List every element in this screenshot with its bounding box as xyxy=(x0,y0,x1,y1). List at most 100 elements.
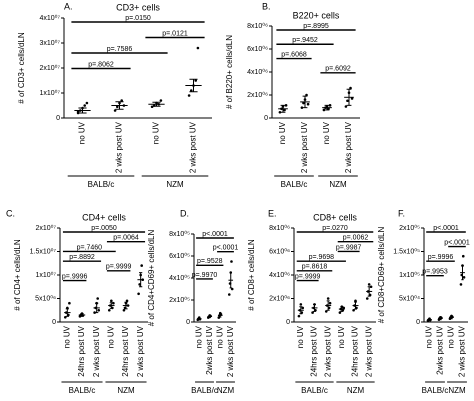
y-tick-label: 1.5x10⁰⁵ xyxy=(393,247,420,255)
x-tick-label: 24hrs post UV xyxy=(121,325,130,376)
data-point xyxy=(85,101,89,105)
group-label: BALB/c xyxy=(69,386,96,395)
panel-title: CD4+ cells xyxy=(82,212,126,222)
y-tick-label: 2x10⁰⁷ xyxy=(35,224,56,232)
comparison-label: p=.0064 xyxy=(113,235,139,242)
comparison-label: p<.0001 xyxy=(433,225,459,232)
comparison-label: p=.7460 xyxy=(77,244,103,251)
y-tick-label: 0 xyxy=(264,115,268,122)
x-tick-label: 2 wks post UV xyxy=(344,121,353,173)
x-tick-label: 2 wks post UV xyxy=(92,325,101,377)
y-axis-label: # of CD8+ cells/dLN xyxy=(247,239,256,311)
comparison-label: p=.9970 xyxy=(192,272,218,279)
x-tick-label: 2 wks post UV xyxy=(300,121,309,173)
data-point xyxy=(113,109,117,112)
data-point xyxy=(230,260,233,263)
x-tick-label: 2wks post UV xyxy=(205,325,214,375)
y-tick-label: 5x10⁰⁴ xyxy=(399,294,420,302)
data-point xyxy=(462,276,466,279)
x-tick-label: 2 wks post UV xyxy=(458,325,467,377)
panel-letter: F. xyxy=(398,208,405,218)
y-tick-label: 6x10⁰⁶ xyxy=(269,247,290,255)
comparison-label: p=.0121 xyxy=(162,30,188,37)
group-label: BALB/c xyxy=(422,386,449,395)
x-tick-label: no UV xyxy=(278,121,287,144)
x-tick-label: 2 wks post UV xyxy=(323,325,332,377)
x-tick-label: 2 wks post UV xyxy=(115,121,124,173)
y-tick-label: 8x10⁰⁶ xyxy=(247,22,268,30)
data-point xyxy=(367,283,371,286)
data-point xyxy=(120,99,123,102)
y-tick-label: 0 xyxy=(286,319,290,326)
group-label: BALB/c xyxy=(191,386,218,395)
data-point xyxy=(346,99,349,103)
comparison-label: p=.6068 xyxy=(281,51,307,58)
data-point xyxy=(369,285,373,289)
group-label: BALB/c xyxy=(301,386,328,395)
x-tick-label: 24hrs post UV xyxy=(77,325,86,376)
x-tick-label: 24hrs post UV xyxy=(310,325,319,376)
data-point xyxy=(354,299,357,303)
panel-title: CD3+ cells xyxy=(116,2,160,12)
data-point xyxy=(125,299,129,303)
x-tick-label: 2 wks post UV xyxy=(136,325,145,377)
x-tick-label: 2 wks post UV xyxy=(189,121,198,173)
comparison-label: p=.0270 xyxy=(322,225,348,232)
x-tick-label: 2 wks post UV xyxy=(226,325,235,377)
y-tick-label: 6x10⁰⁶ xyxy=(247,45,268,53)
data-point xyxy=(299,303,303,306)
y-tick-label: 0 xyxy=(56,115,60,122)
data-point xyxy=(83,104,86,107)
data-point xyxy=(365,297,369,300)
data-point xyxy=(278,110,282,114)
x-tick-label: no UV xyxy=(194,325,203,348)
y-axis-label: # of CD4+ cells/dLN xyxy=(13,239,22,311)
x-tick-label: no UV xyxy=(447,325,456,348)
x-tick-label: no UV xyxy=(78,121,87,144)
x-tick-label: 24hrs post UV xyxy=(351,325,360,376)
comparison-label: p=.9999 xyxy=(295,273,321,280)
data-point xyxy=(107,308,111,312)
data-point xyxy=(122,308,126,312)
y-axis-label: # of B220+ cells/dLN xyxy=(225,35,234,109)
data-point xyxy=(194,79,197,82)
comparison-label: p<.0001 xyxy=(444,239,470,246)
data-point xyxy=(97,308,101,312)
data-point xyxy=(342,306,346,310)
data-point xyxy=(349,86,352,90)
group-label: NZM xyxy=(166,180,184,189)
data-point xyxy=(190,89,193,92)
data-point xyxy=(187,94,191,97)
comparison-label: p=.0050 xyxy=(91,225,117,232)
y-axis-label: # of CD4+CD69+ cells/dLN xyxy=(147,230,156,327)
comparison-label: p<.0001 xyxy=(213,244,239,251)
y-tick-label: 1x10⁰⁷ xyxy=(39,89,60,97)
y-tick-label: 3x10⁰⁷ xyxy=(39,39,60,47)
group-label: NZM xyxy=(329,180,347,189)
x-tick-label: no UV xyxy=(152,121,161,144)
y-tick-label: 2x10⁰⁶ xyxy=(247,91,268,99)
comparison-label: p=.9996 xyxy=(428,254,454,261)
data-point xyxy=(459,283,463,286)
y-tick-label: 6x10⁰⁵ xyxy=(169,252,190,260)
panel-title: CD8+ cells xyxy=(313,212,357,222)
comparison-label: p=.8892 xyxy=(69,254,95,261)
x-tick-label: 2wks post UV xyxy=(436,325,445,375)
x-tick-label: 2 wks post UV xyxy=(364,325,373,377)
group-label: NZM xyxy=(448,386,466,395)
group-label: NZM xyxy=(217,386,235,395)
y-tick-label: 1.5x10⁰⁷ xyxy=(30,247,57,255)
data-point xyxy=(322,108,326,112)
y-tick-label: 2x10⁰⁵ xyxy=(399,224,420,232)
panel-letter: B. xyxy=(262,1,271,11)
panel-letter: C. xyxy=(6,208,15,218)
data-point xyxy=(110,299,113,303)
data-point xyxy=(159,99,163,102)
panel-title: B220+ cells xyxy=(293,10,340,20)
data-point xyxy=(284,104,288,107)
data-point xyxy=(305,93,308,97)
x-tick-label: no UV xyxy=(296,325,305,348)
y-tick-label: 0 xyxy=(52,319,56,326)
comparison-label: p=.9987 xyxy=(336,244,362,251)
